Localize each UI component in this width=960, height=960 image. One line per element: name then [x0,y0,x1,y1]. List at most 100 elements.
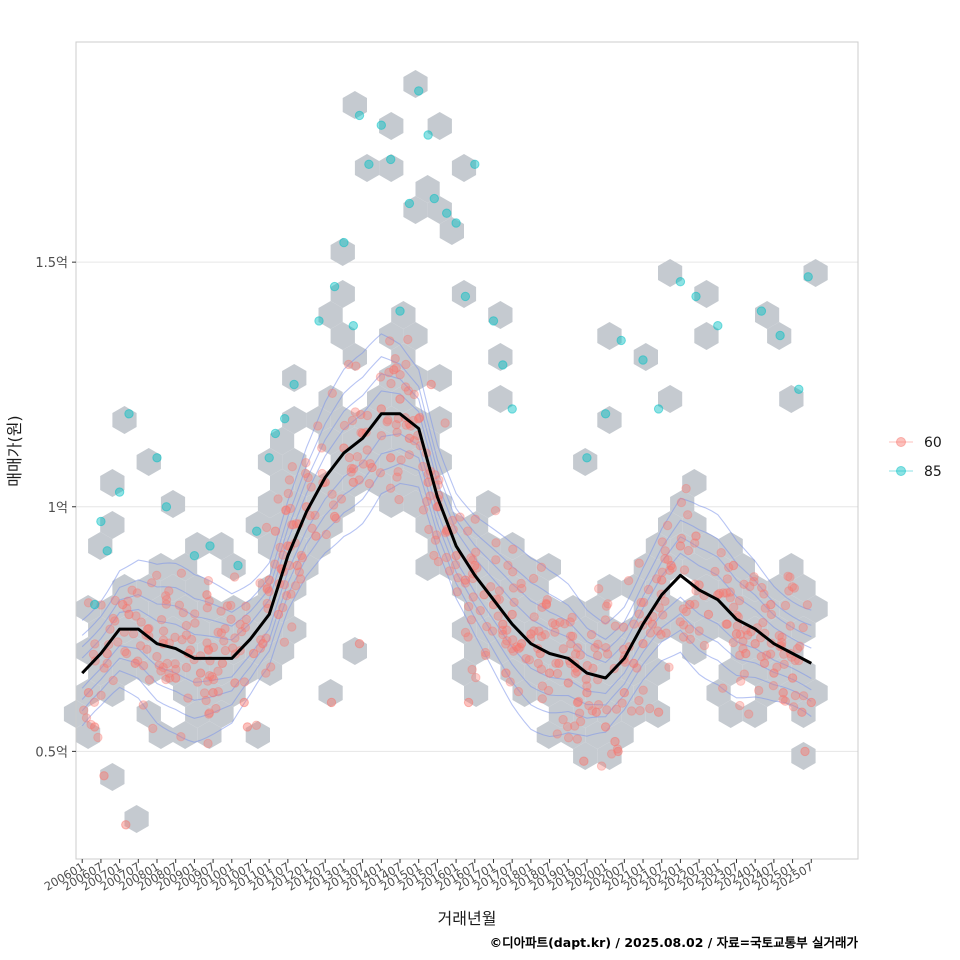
scatter-point-60 [683,545,694,556]
scatter-point-60 [543,685,554,696]
scatter-point-60 [203,576,214,586]
scatter-point-60 [208,674,219,685]
hexbin-cell [245,511,270,539]
scatter-point-60 [351,361,361,371]
scatter-point-60 [780,696,790,706]
hexbin-cell [464,679,489,707]
scatter-point-85 [404,198,415,209]
scatter-point-60 [467,664,477,675]
scatter-point-60 [581,674,591,684]
scatter-point-60 [491,538,501,548]
scatter-point-60 [725,593,735,603]
scatter-point-85 [329,281,340,292]
scatter-point-60 [451,551,461,561]
scatter-point-60 [558,644,568,654]
scatter-point-85 [638,355,648,365]
scatter-point-60 [394,494,404,505]
scatter-point-60 [676,533,687,544]
scatter-point-60 [559,619,570,629]
hexbin-cell [173,679,198,707]
scatter-point-60 [88,649,99,659]
scatter-point-60 [588,663,598,673]
scatter-point-60 [703,609,714,620]
scatter-point-85 [498,360,508,370]
scatter-point-60 [228,643,238,653]
scatter-point-85 [414,86,424,96]
scatter-point-60 [663,555,673,565]
density-contour [81,433,812,695]
hexbin-cell [694,532,719,560]
scatter-point-60 [596,761,607,771]
scatter-point-60 [409,436,419,446]
scatter-point-85 [395,306,405,316]
scatter-point-60 [208,642,219,653]
hexbin-cell [597,406,622,434]
scatter-point-85 [289,379,299,390]
hexbin-cell [645,700,671,728]
scatter-point-60 [566,639,576,649]
hexbin-cell [270,427,295,455]
hexbin-cell [294,553,319,581]
scatter-point-60 [600,722,611,732]
hexbin-cell [670,616,695,644]
hexbin-cell [173,553,198,581]
scatter-point-60 [346,463,357,474]
scatter-point-60 [135,641,146,651]
scatter-point-60 [552,668,563,679]
scatter-point-60 [590,643,600,653]
scatter-point-60 [657,575,667,585]
hexbin-cell [330,238,355,266]
scatter-point-60 [724,562,734,573]
hexbin-cell [791,742,816,770]
hexbin-cell [730,595,755,623]
scatter-point-60 [248,648,259,659]
scatter-point-60 [550,619,560,630]
scatter-point-85 [90,599,100,610]
hexbin-cell [415,175,440,203]
scatter-point-60 [691,531,701,541]
scatter-point-60 [731,629,742,639]
scatter-point-60 [235,619,245,629]
scatter-point-60 [176,732,186,742]
scatter-point-85 [354,110,365,121]
hexbin-cell [282,406,307,434]
scatter-point-60 [433,556,444,567]
scatter-point-60 [739,579,749,589]
hexbin-cell [536,637,561,665]
scatter-point-60 [586,629,597,640]
scatter-point-60 [660,554,670,564]
scatter-point-60 [626,706,637,716]
hexbin-cell [403,364,428,392]
hexbin-cell [682,637,707,665]
scatter-point-60 [766,599,776,610]
scatter-point-60 [517,583,527,594]
caption: ©디아파트(dapt.kr) / 2025.08.02 / 자료=국토교통부 실… [490,935,859,950]
hexbin-cell [755,301,780,329]
scatter-point-60 [181,662,192,673]
hexbin-cell [706,553,731,581]
scatter-point-60 [190,609,200,619]
hexbin-cell [779,679,804,707]
scatter-point-60 [404,450,414,460]
scatter-point-60 [600,615,611,625]
scatter-point-60 [395,394,405,404]
hexbin-cell [379,154,404,182]
scatter-point-60 [348,477,358,487]
scatter-point-85 [314,316,324,326]
scatter-point-60 [226,614,236,624]
scatter-point-60 [143,624,153,634]
scatter-point-60 [376,404,386,414]
scatter-point-60 [792,644,803,654]
hexbin-cell [645,616,671,644]
scatter-point-60 [344,452,355,463]
scatter-point-60 [275,542,285,553]
scatter-point-85 [451,218,461,228]
scatter-point-60 [463,632,473,642]
scatter-point-60 [513,686,524,697]
scatter-point-60 [739,669,749,679]
scatter-point-60 [364,478,375,489]
hexbin-cell [536,721,561,749]
hexbin-cell [100,469,125,497]
scatter-point-60 [213,627,223,637]
scatter-point-60 [482,621,492,632]
